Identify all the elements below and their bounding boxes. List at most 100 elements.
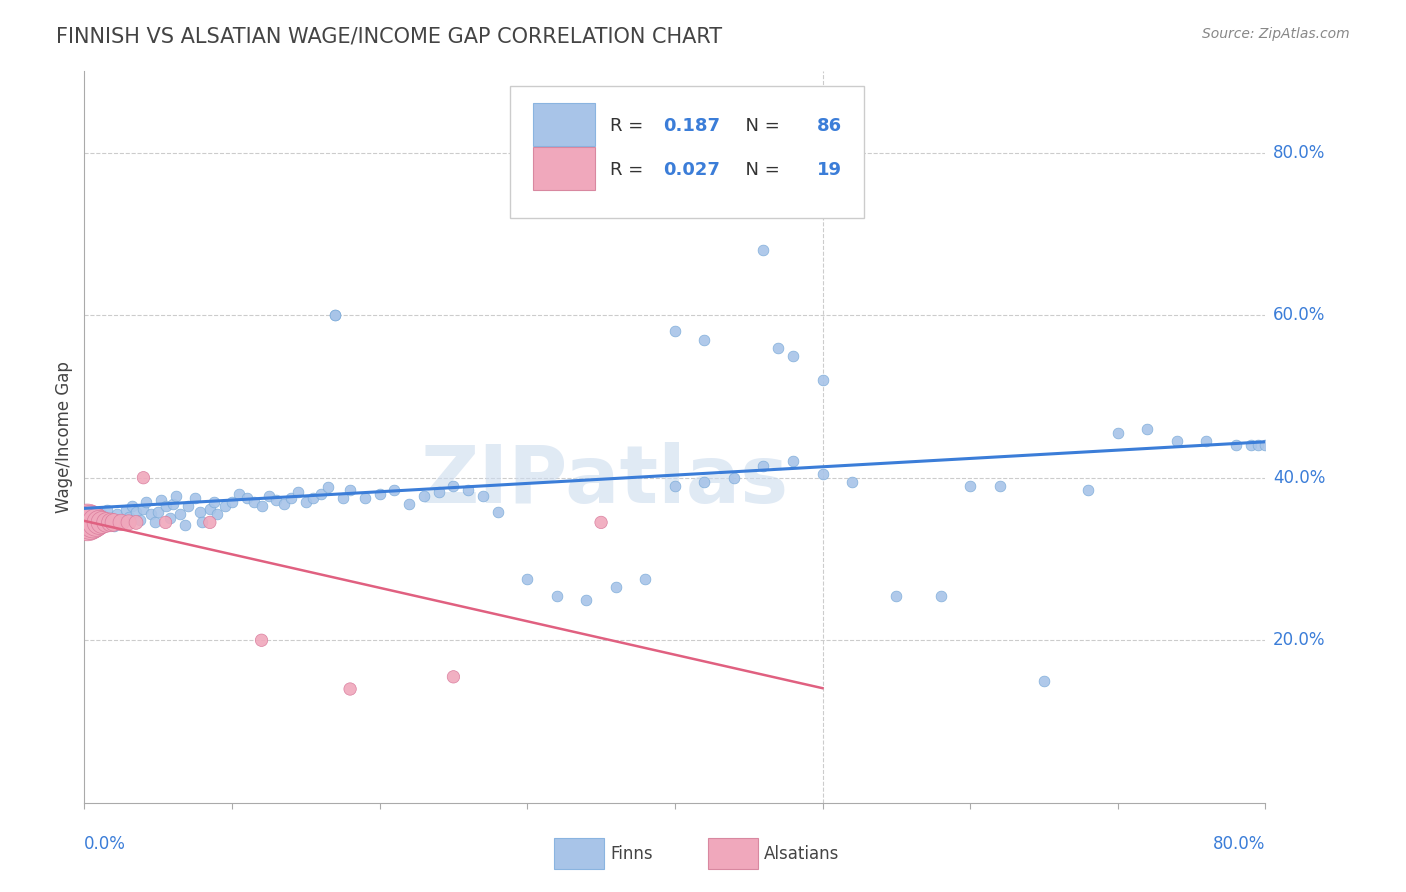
Point	[309, 487, 332, 501]
Point	[752, 243, 775, 257]
Point	[280, 491, 302, 505]
Point	[132, 501, 155, 516]
Point	[382, 483, 406, 497]
Text: 60.0%: 60.0%	[1272, 306, 1326, 324]
Point	[1107, 425, 1129, 440]
Point	[76, 516, 98, 530]
Point	[202, 495, 225, 509]
Point	[811, 373, 834, 387]
Point	[693, 333, 716, 347]
Point	[1247, 438, 1270, 452]
Point	[339, 483, 361, 497]
Text: 0.027: 0.027	[664, 161, 720, 179]
Point	[207, 508, 229, 522]
Point	[988, 479, 1011, 493]
Point	[287, 485, 309, 500]
Text: Source: ZipAtlas.com: Source: ZipAtlas.com	[1202, 27, 1350, 41]
Point	[266, 493, 288, 508]
Point	[368, 487, 391, 501]
Text: Finns: Finns	[610, 845, 652, 863]
Text: R =: R =	[610, 117, 650, 136]
Point	[173, 517, 195, 532]
Point	[159, 511, 181, 525]
Point	[125, 516, 148, 530]
Point	[103, 519, 125, 533]
Point	[79, 516, 101, 530]
Point	[546, 589, 568, 603]
Point	[135, 495, 157, 509]
Text: 40.0%: 40.0%	[1272, 468, 1326, 487]
Point	[214, 499, 236, 513]
Point	[236, 491, 259, 505]
Point	[110, 516, 132, 530]
Text: 80.0%: 80.0%	[1213, 835, 1265, 854]
Point	[302, 491, 325, 505]
Point	[80, 516, 103, 530]
Point	[782, 349, 804, 363]
Point	[250, 499, 273, 513]
Text: 80.0%: 80.0%	[1272, 144, 1326, 161]
Point	[100, 511, 122, 525]
Point	[198, 516, 221, 530]
Text: Alsatians: Alsatians	[763, 845, 839, 863]
Point	[295, 495, 318, 509]
Point	[634, 572, 657, 586]
Point	[591, 516, 613, 530]
FancyBboxPatch shape	[554, 838, 605, 869]
FancyBboxPatch shape	[533, 146, 595, 190]
Point	[811, 467, 834, 481]
Point	[110, 513, 132, 527]
Point	[782, 454, 804, 468]
Point	[841, 475, 863, 489]
Point	[959, 479, 981, 493]
Point	[84, 516, 107, 530]
Point	[886, 589, 908, 603]
Point	[118, 516, 141, 530]
Point	[457, 483, 479, 497]
Text: 0.0%: 0.0%	[84, 835, 127, 854]
Point	[129, 513, 152, 527]
Point	[752, 458, 775, 473]
Point	[184, 491, 207, 505]
Point	[96, 503, 118, 517]
Text: 86: 86	[817, 117, 842, 136]
Point	[413, 489, 436, 503]
Point	[118, 509, 141, 524]
FancyBboxPatch shape	[509, 86, 863, 218]
FancyBboxPatch shape	[709, 838, 758, 869]
Point	[177, 499, 200, 513]
Point	[82, 516, 104, 530]
Point	[105, 508, 128, 522]
Point	[198, 501, 221, 516]
Point	[339, 681, 361, 696]
Point	[664, 479, 686, 493]
Point	[243, 495, 266, 509]
Point	[325, 308, 347, 322]
Point	[221, 495, 243, 509]
Point	[605, 581, 627, 595]
Point	[768, 341, 790, 355]
Point	[427, 485, 450, 500]
Text: N =: N =	[734, 161, 786, 179]
Point	[250, 633, 273, 648]
Point	[155, 499, 177, 513]
Point	[125, 505, 148, 519]
Point	[257, 489, 280, 503]
Point	[723, 471, 745, 485]
Point	[693, 475, 716, 489]
Y-axis label: Wage/Income Gap: Wage/Income Gap	[55, 361, 73, 513]
Point	[87, 519, 111, 533]
Point	[316, 480, 339, 494]
Point	[738, 161, 761, 176]
Point	[443, 479, 465, 493]
Point	[121, 499, 143, 513]
Text: 19: 19	[817, 161, 842, 179]
Text: N =: N =	[734, 117, 786, 136]
Point	[155, 516, 177, 530]
Text: R =: R =	[610, 161, 650, 179]
Point	[87, 516, 111, 530]
Point	[103, 516, 125, 530]
Point	[1077, 483, 1099, 497]
Point	[1166, 434, 1188, 449]
Text: 20.0%: 20.0%	[1272, 632, 1326, 649]
